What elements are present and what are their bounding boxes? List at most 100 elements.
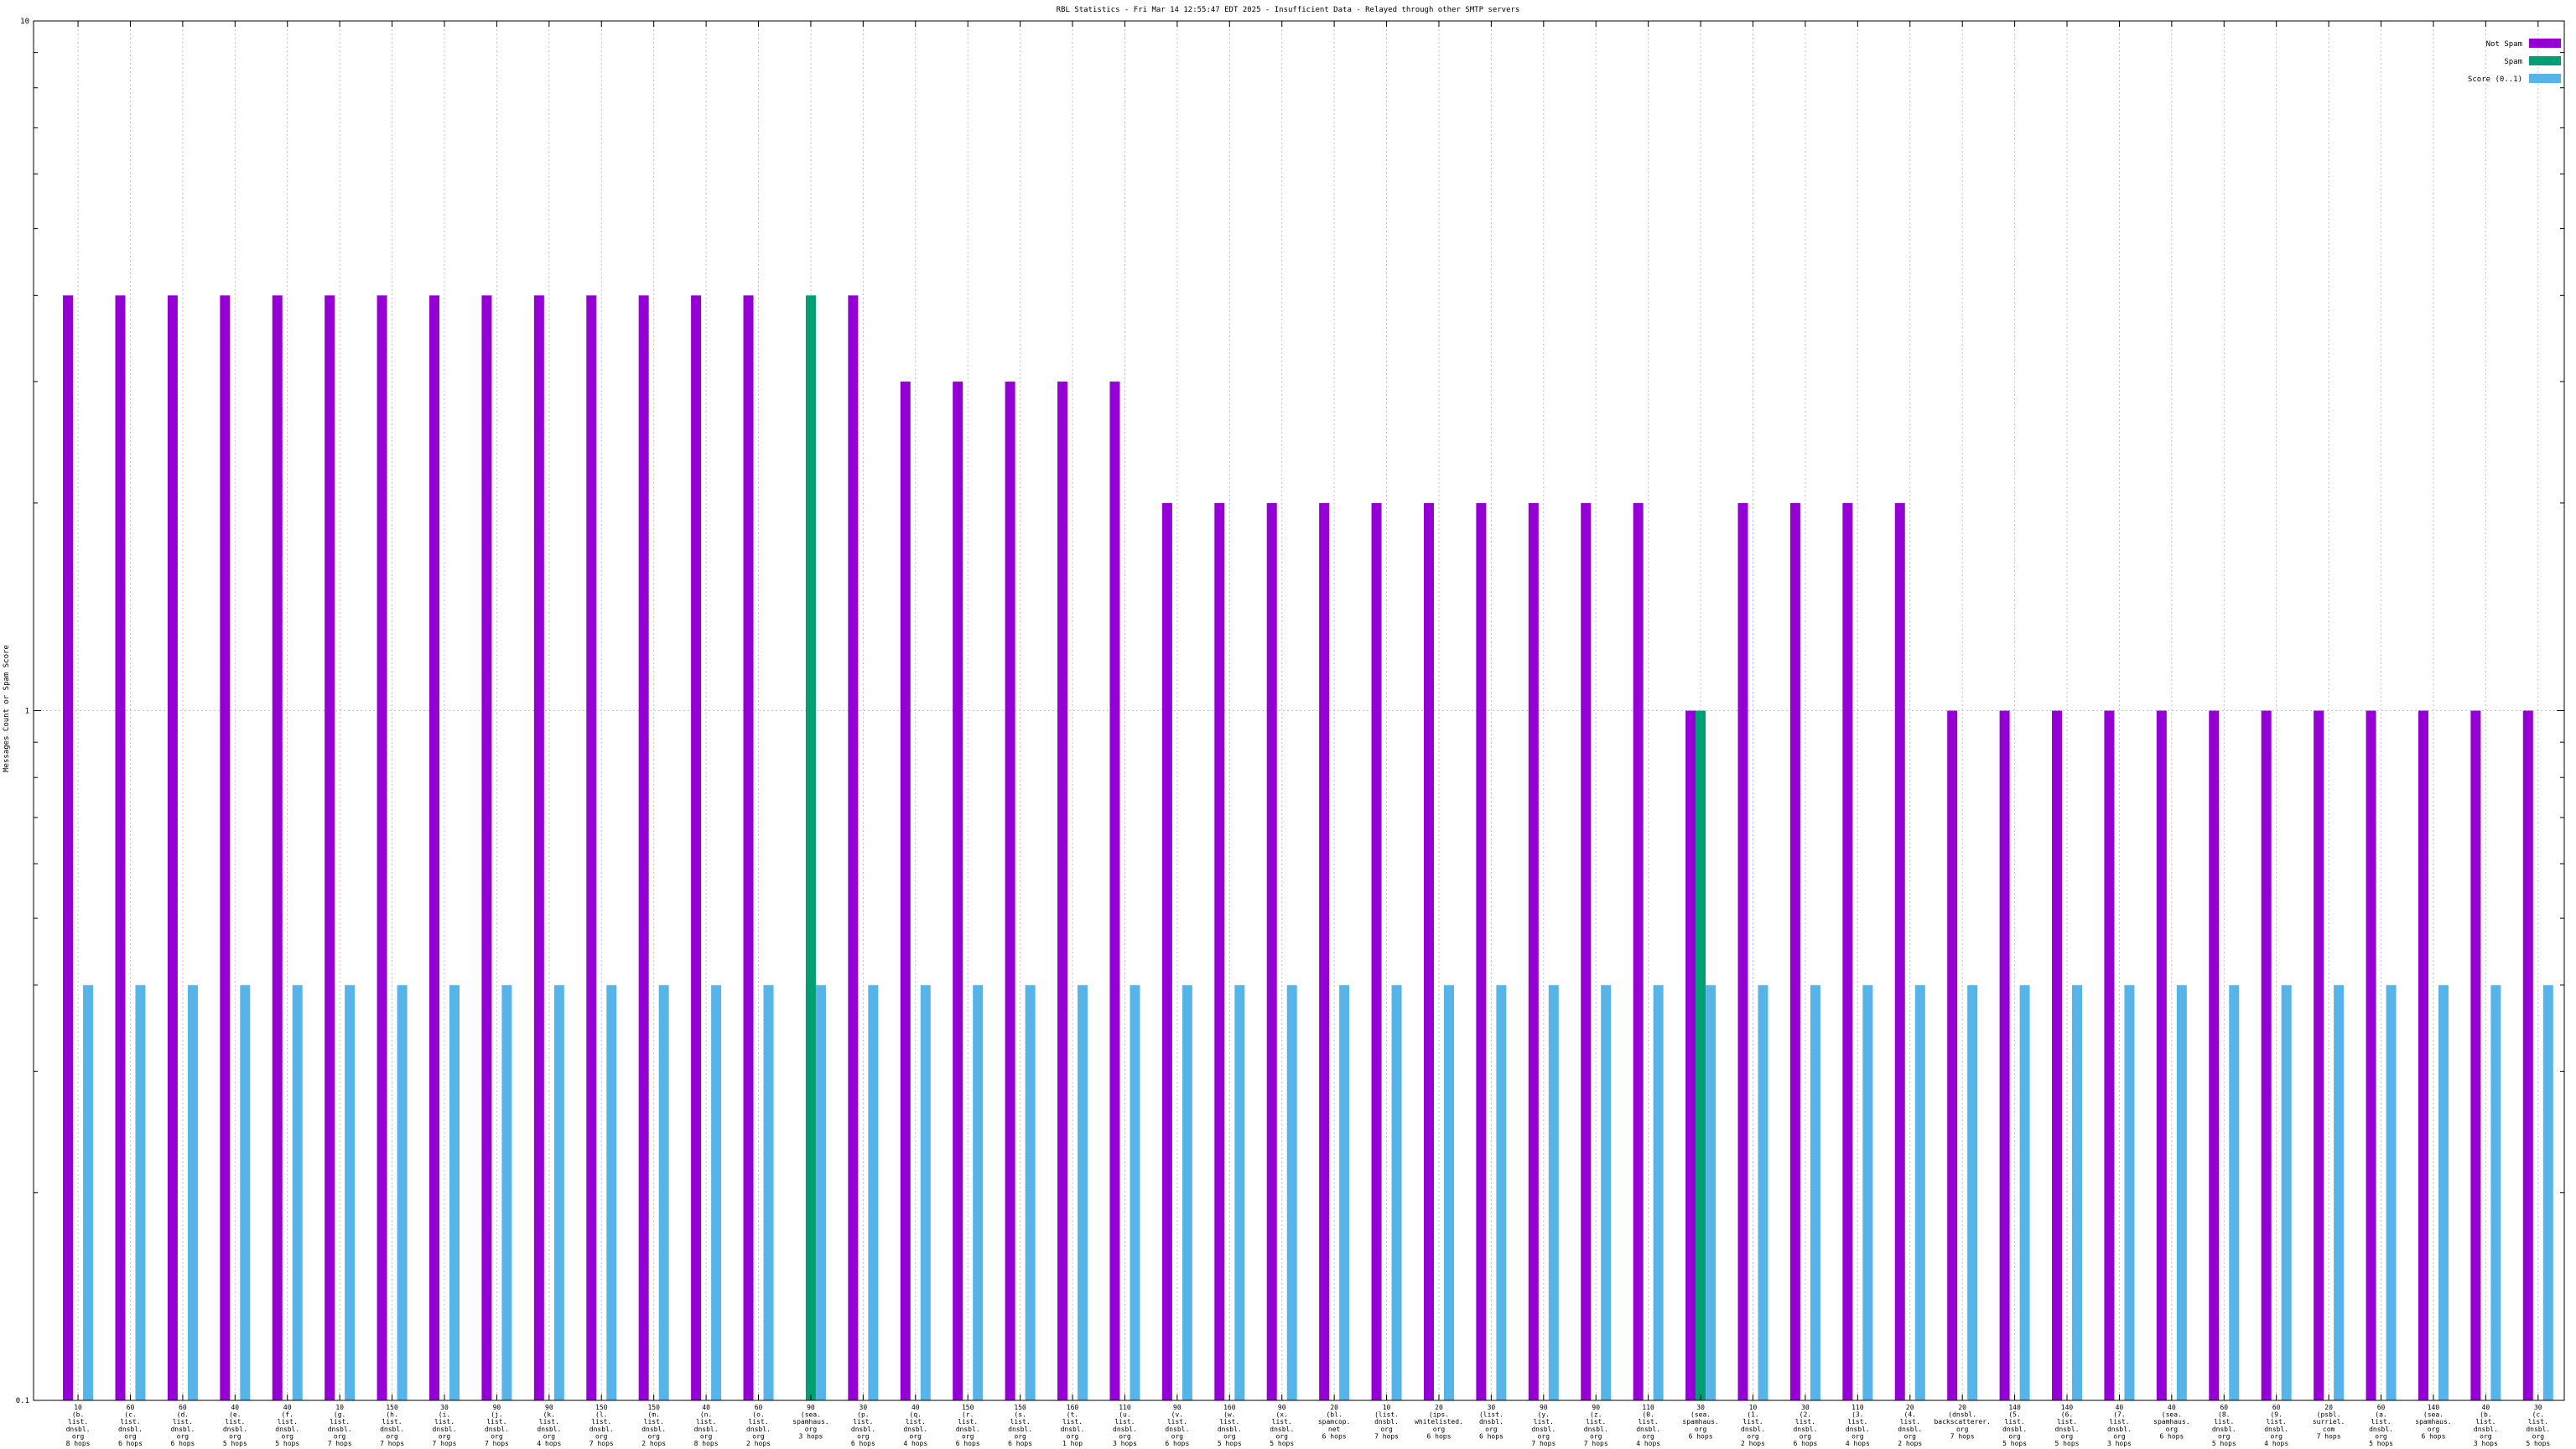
x-tick-label: 90 (v. list. dnsbl. org 6 hops [1165,1404,1189,1447]
legend-swatch [2529,56,2561,65]
x-tick-label-line: 110 [1642,1404,1654,1411]
x-tick-label: 60 (8. list. dnsbl. org 5 hops [2212,1404,2236,1447]
not-spam-bar [1842,502,1853,1400]
x-tick-label-line: org [282,1432,294,1440]
x-tick-label-line: 5 hops [223,1440,247,1447]
x-tick-label-line: org [1800,1432,1812,1440]
x-tick-label: 90 (k. list. dnsbl. org 4 hops [537,1404,561,1447]
x-tick-label-line: 5 hops [2369,1440,2393,1447]
x-tick-label-line: list. [486,1418,506,1426]
x-tick-label-line: (h. [386,1411,397,1419]
x-tick-label-line: (z. [1590,1411,1602,1419]
x-tick-label-line: org [2166,1426,2179,1433]
score-bar [397,984,408,1400]
x-tick-label-line: (4. [1904,1411,1916,1419]
score-bar [2124,984,2135,1400]
x-tick-label-line: 6 hops [956,1440,980,1447]
x-tick-label-line: 40 [231,1404,239,1411]
x-tick-label-line: list. [1795,1418,1815,1426]
not-spam-bar [533,295,544,1400]
not-spam-bar [2261,710,2272,1400]
not-spam-bar [1371,502,1382,1400]
x-tick-label: 160 (t. list. dnsbl. org 1 hop [1061,1404,1085,1447]
x-tick-label-line: 10 [1749,1404,1758,1411]
x-tick-label-line: 20 [1958,1404,1966,1411]
x-tick-label-line: org [595,1432,608,1440]
x-tick-label-line: (x. [1275,1411,1287,1419]
x-tick-label-line: 60 [2377,1404,2386,1411]
x-tick-label-line: (sea. [2423,1411,2444,1419]
x-tick-label-line: 90 [1592,1404,1600,1411]
x-tick-label: 20 (bl. spamcop. net 6 hops [1318,1404,1351,1440]
x-tick-label: 60 (o. list. dnsbl. org 2 hops [746,1404,771,1447]
x-tick-label-line: list. [2057,1418,2077,1426]
score-bar [1601,984,1612,1400]
score-bar [711,984,722,1400]
x-tick-label-line: list. [2109,1418,2129,1426]
x-tick-label: 20 (psbl. surriel. com 7 hops [2313,1404,2345,1440]
x-tick-label-line: list. [644,1418,664,1426]
score-bar [501,984,512,1400]
score-bar [1078,984,1088,1400]
x-tick-label-line: spamhaus. [1682,1418,1718,1426]
x-tick-label-line: 60 [2220,1404,2228,1411]
x-tick-label-line: org [2270,1432,2283,1440]
x-tick-label-line: org [1956,1426,1969,1433]
score-bar [2019,984,2030,1400]
x-tick-label: 20 (ips. whitelisted. org 6 hops [1415,1404,1463,1440]
not-spam-bar [1319,502,1330,1400]
x-tick-label-line: spamcop. [1318,1418,1351,1426]
x-tick-label: 150 (s. list. dnsbl. org 6 hops [1008,1404,1032,1447]
score-bar [868,984,879,1400]
x-tick-label-line: org [910,1432,922,1440]
x-tick-label-line: list. [68,1418,88,1426]
x-tick-label-line: 5 hops [275,1440,299,1447]
not-spam-bar [953,382,963,1401]
score-bar [2438,984,2449,1400]
x-tick-label: 60 (c. list. dnsbl. org 6 hops [118,1404,143,1447]
x-tick-label-line: (5. [2008,1411,2020,1419]
x-tick-label-line: list. [958,1418,978,1426]
x-tick-label-line: dnsbl. [1113,1426,1137,1433]
x-tick-label-line: dnsbl. [328,1426,352,1433]
x-tick-label-line: spamhaus. [2415,1418,2451,1426]
x-tick-label-line: (n. [700,1411,712,1419]
x-tick-label-line: 150 [1014,1404,1026,1411]
x-tick-label-line: 90 [1540,1404,1548,1411]
x-tick-label-line: (2. [1800,1411,1811,1419]
x-tick-label-line: 5 hops [1270,1440,1294,1447]
x-tick-label-line: list. [1010,1418,1031,1426]
x-tick-label-line: 2 hops [1741,1440,1765,1447]
x-tick-label-line: 2 hops [746,1440,771,1447]
x-tick-label-line: (sea. [801,1411,821,1419]
x-tick-label-line: (ips. [1429,1411,1449,1419]
x-tick-label-line: list. [2267,1418,2287,1426]
x-tick-label-line: 6 hops [2421,1432,2445,1440]
x-tick-label-line: 20 [2324,1404,2333,1411]
x-tick-label-line: org [1380,1426,1393,1433]
x-tick-label-line: 30 [1801,1404,1810,1411]
score-bar [2229,984,2240,1400]
x-tick-label: 20 (dnsbl. backscatterer. org 7 hops [1934,1404,1990,1440]
x-tick-label-line: 4 hops [537,1440,561,1447]
x-tick-label-line: 7 hops [1531,1440,1555,1447]
x-tick-label-line: 90 [545,1404,553,1411]
x-tick-label-line: 4 hops [1636,1440,1660,1447]
x-tick-label-line: org [1904,1432,1917,1440]
score-bar [1443,984,1454,1400]
x-tick-label-line: dnsbl. [1374,1418,1399,1426]
score-bar [2072,984,2083,1400]
x-tick-label-line: 8 hops [694,1440,719,1447]
x-tick-label-line: 140 [2428,1404,2440,1411]
not-spam-bar [2104,710,2115,1400]
x-tick-label-line: (d. [177,1411,189,1419]
spam-bar [805,295,816,1400]
x-tick-label-line: list. [2475,1418,2496,1426]
not-spam-bar [743,295,754,1400]
chart-title: RBL Statistics - Fri Mar 14 12:55:47 EDT… [1057,6,1520,14]
x-tick-label-line: (b. [2480,1411,2491,1419]
x-tick-label-line: dnsbl. [589,1426,614,1433]
x-tick-label-line: com [2323,1426,2335,1433]
